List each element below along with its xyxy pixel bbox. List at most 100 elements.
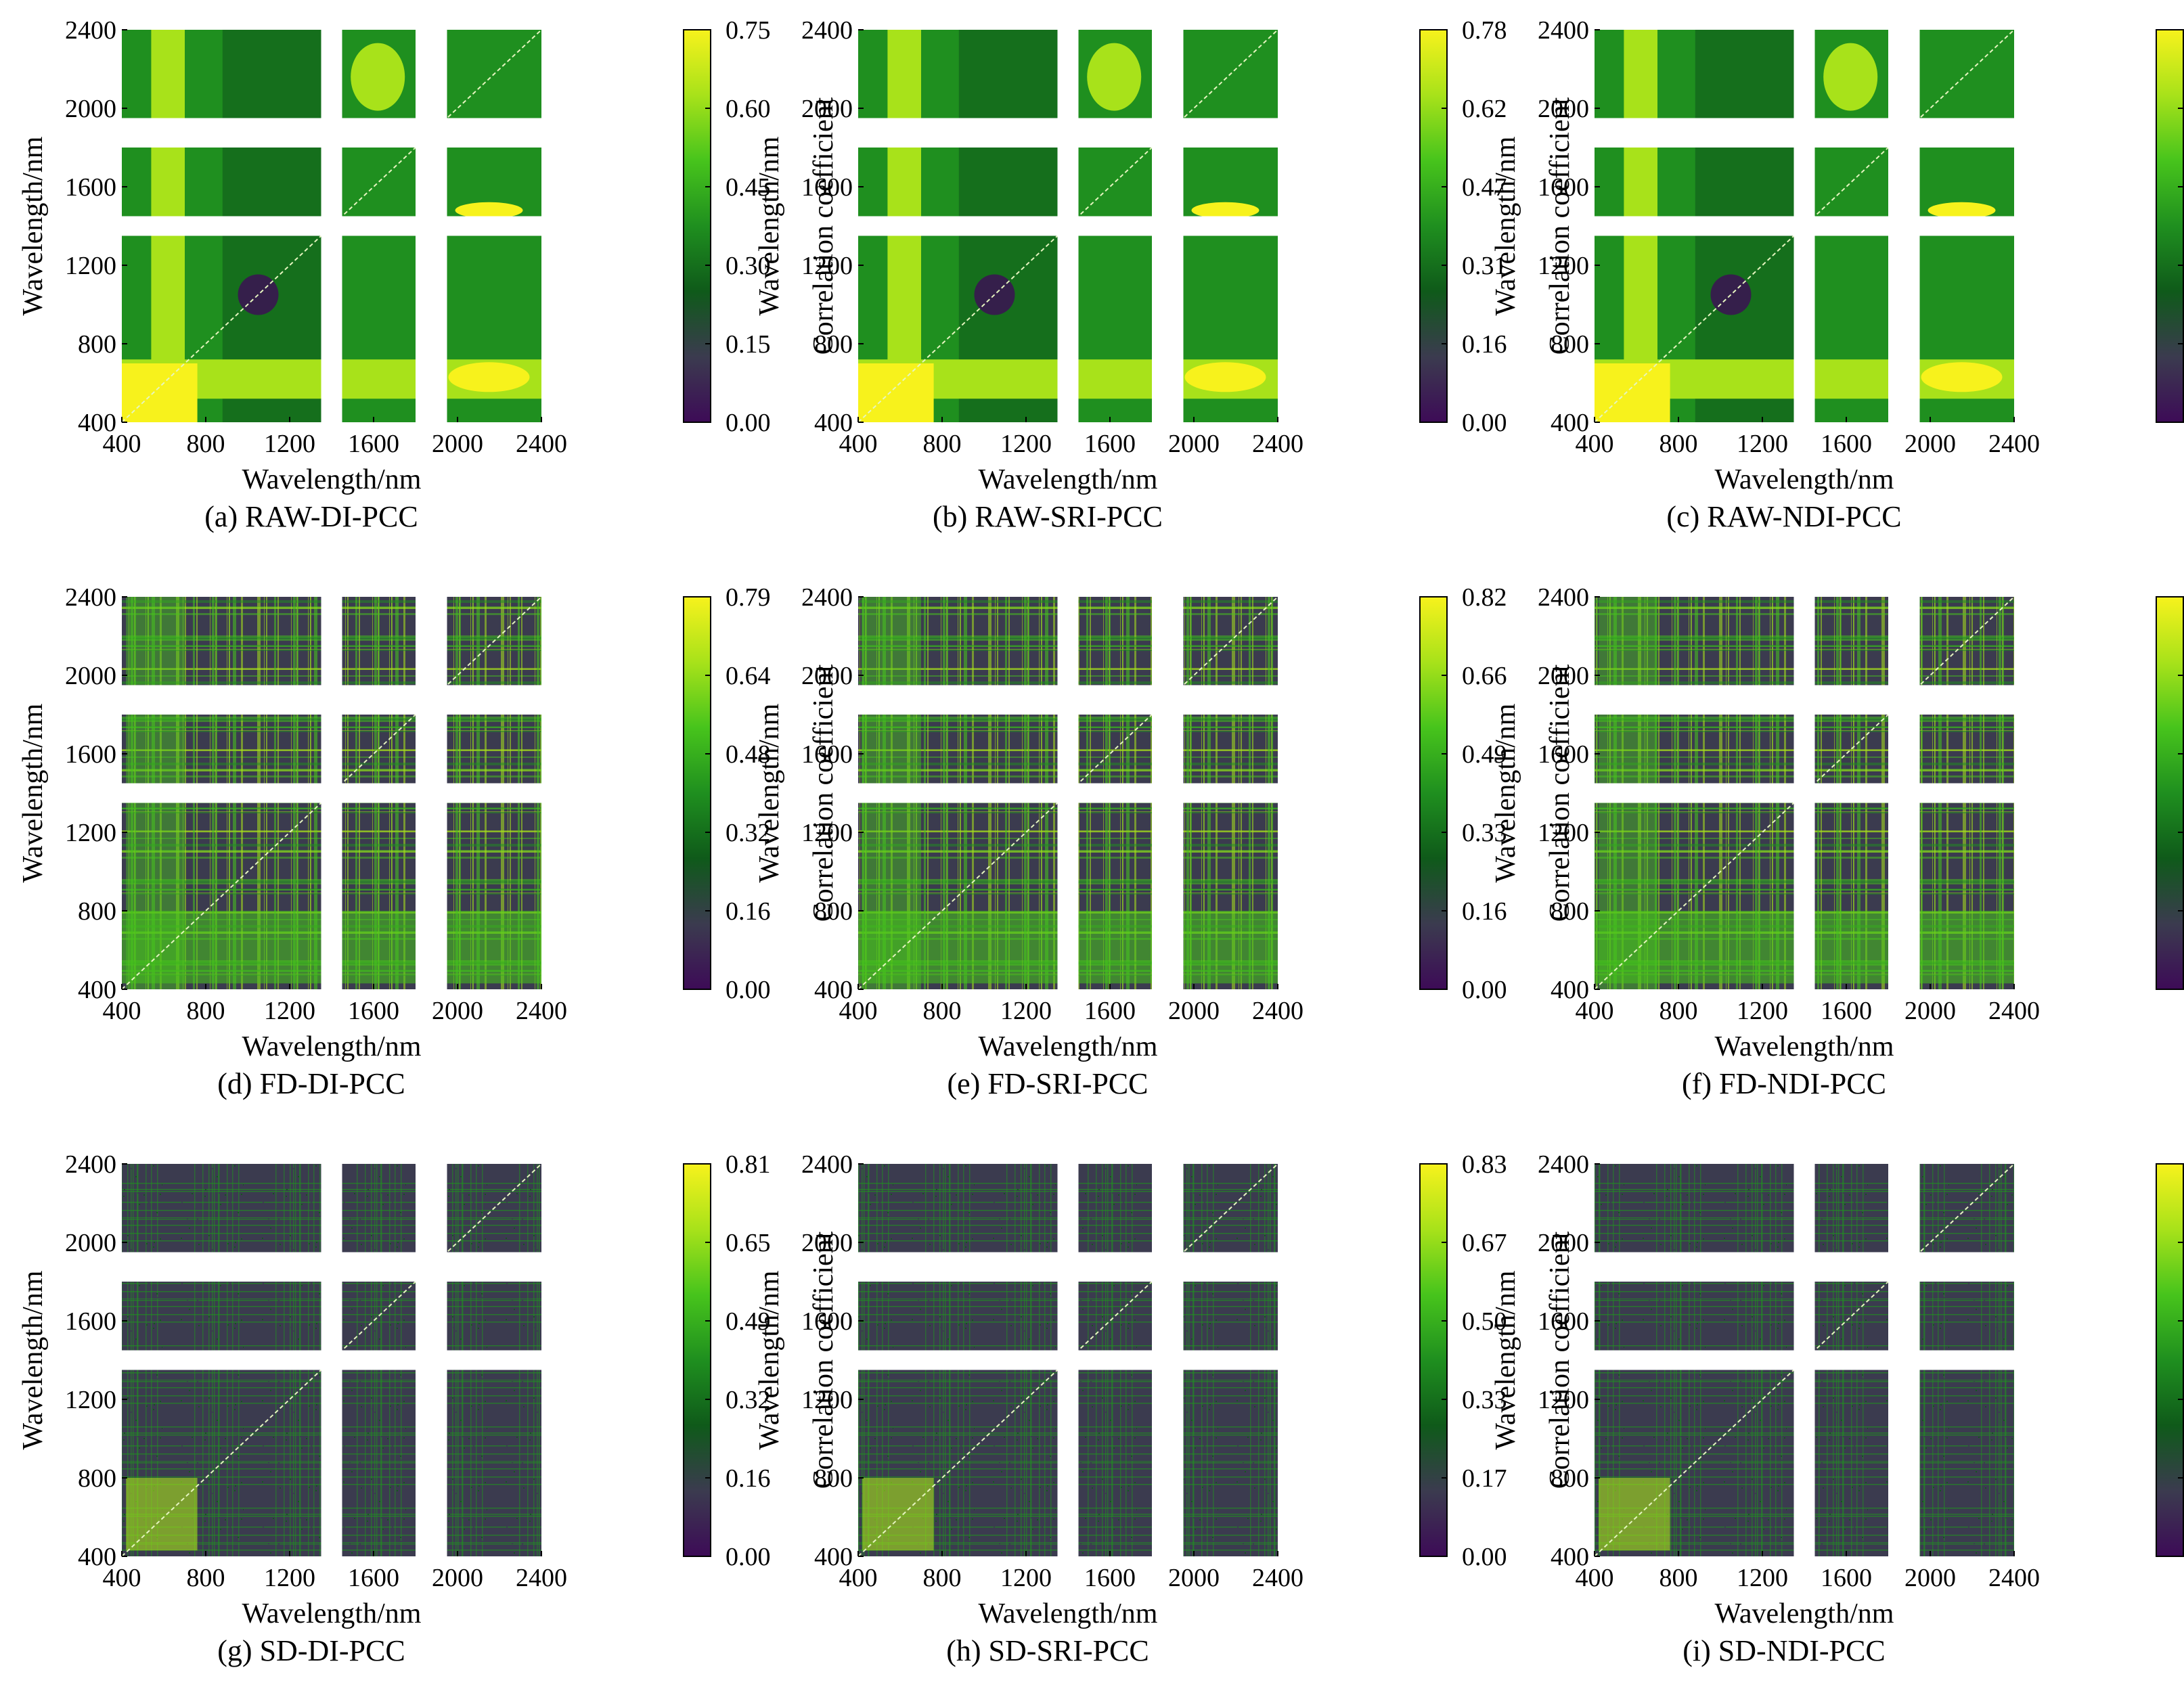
colorbar-tick-label: 0.16 [726,1464,771,1493]
y-tick-label: 400 [78,1543,116,1571]
colorbar-tick-label: 0.00 [726,976,771,1004]
y-tick-label: 1200 [1538,1386,1589,1414]
x-tick-label: 2400 [516,1564,567,1592]
x-tick-label: 400 [103,430,141,458]
y-tick-label: 800 [1551,330,1589,359]
y-axis-label: Wavelength/nm [18,703,49,882]
heatmap-body [122,1164,541,1556]
y-tick-label: 2400 [801,583,853,612]
colorbar-label: Correlation coefficient [1544,97,1576,355]
colorbar-tick-label: 0.47 [1462,173,1507,202]
colorbar-tick-label: 0.64 [726,662,771,690]
y-tick-label: 1200 [801,1386,853,1414]
x-axis-label: Wavelength/nm [1715,1031,1894,1062]
y-axis-label: Wavelength/nm [1490,1270,1521,1449]
x-tick-label: 2000 [1904,997,1956,1025]
x-tick-label: 1600 [1821,997,1872,1025]
colorbar-tick-label: 0.33 [1462,1386,1507,1414]
panel-caption: (f) FD-NDI-PCC [1682,1067,1886,1100]
heatmap-column-band [126,597,185,989]
heatmap-hotspot [862,1478,934,1551]
colorbar-tick-label: 0.65 [726,1229,771,1257]
x-tick-label: 800 [923,1564,962,1592]
colorbar [683,29,711,423]
y-axis-label: Wavelength/nm [18,136,49,315]
colorbar [2156,1163,2184,1557]
colorbar-tick-label: 0.49 [726,1307,771,1336]
y-tick-label: 1600 [65,1307,116,1336]
y-tick-label: 2000 [801,1229,853,1257]
x-tick-label: 1200 [1000,430,1052,458]
y-tick-label: 2400 [1538,16,1589,45]
x-axis-label: Wavelength/nm [242,464,422,495]
x-tick-label: 2000 [1168,430,1220,458]
x-axis-label: Wavelength/nm [242,1598,422,1629]
x-tick-label: 800 [1659,997,1698,1025]
heatmap-hotspot [1599,1478,1670,1551]
colorbar-label: Correlation coefficient [808,1231,839,1489]
y-tick-label: 2400 [801,16,853,45]
panel-g: 400 800 1200 1600 2000 2400 400 800 1200 1600 2000… [18,1150,839,1667]
y-axis-label: Wavelength/nm [754,136,785,315]
colorbar-label: Correlation coefficient [1544,664,1576,922]
x-tick-label: 2000 [1904,430,1956,458]
colorbar-tick-label: 0.60 [726,95,771,123]
colorbar-tick-label: 0.32 [726,1386,771,1414]
heatmap-body [1595,1164,2014,1556]
x-axis-label: Wavelength/nm [979,1598,1158,1629]
x-axis-label: Wavelength/nm [1715,1598,1894,1629]
panel-i: 400 800 1200 1600 2000 2400 400 800 1200 1600 2000… [1490,1150,2184,1667]
panel-d: 400 800 1200 1600 2000 2400 400 800 1200 1600 2000… [18,583,839,1100]
x-tick-label: 1200 [264,1564,315,1592]
colorbar-tick-label: 0.30 [726,252,771,280]
colorbar-tick-label: 0.16 [1462,897,1507,926]
y-tick-label: 2400 [1538,583,1589,612]
colorbar-tick-label: 0.82 [1462,583,1507,612]
x-tick-label: 400 [839,430,878,458]
x-tick-label: 1600 [1084,430,1136,458]
x-tick-label: 2000 [432,430,483,458]
x-tick-label: 1600 [1821,1564,1872,1592]
x-tick-label: 1600 [1084,997,1136,1025]
x-tick-label: 800 [187,997,225,1025]
y-axis-label: Wavelength/nm [754,703,785,882]
x-tick-label: 2000 [1904,1564,1956,1592]
panel-caption: (i) SD-NDI-PCC [1682,1634,1885,1667]
y-tick-label: 400 [78,976,116,1004]
y-tick-label: 1200 [1538,252,1589,280]
heatmap-hotspot [122,363,198,422]
colorbar [1419,1163,1448,1557]
x-tick-label: 1200 [1000,1564,1052,1592]
colorbar [1419,29,1448,423]
heatmap-body [122,597,541,989]
x-tick-label: 1600 [348,1564,399,1592]
y-tick-label: 2000 [1538,1229,1589,1257]
x-tick-label: 2400 [1988,430,2040,458]
heatmap-body [858,30,1278,422]
y-tick-label: 800 [78,897,116,926]
heatmap-column-band [1599,597,1657,989]
x-tick-label: 800 [187,1564,225,1592]
colorbar-label: Correlation coefficient [808,664,839,922]
y-tick-label: 800 [78,330,116,359]
colorbar-tick-label: 0.32 [726,819,771,847]
x-tick-label: 1200 [264,997,315,1025]
y-tick-label: 400 [1551,409,1589,437]
heatmap-column-band [862,597,921,989]
panel-h: 400 800 1200 1600 2000 2400 400 800 1200 1600 2000… [754,1150,1576,1667]
x-tick-label: 2400 [516,430,567,458]
x-tick-label: 2400 [516,997,567,1025]
y-tick-label: 800 [1551,897,1589,926]
y-tick-label: 400 [1551,1543,1589,1571]
x-tick-label: 2400 [1252,997,1303,1025]
y-tick-label: 1200 [801,252,853,280]
colorbar-tick-label: 0.79 [726,583,771,612]
x-tick-label: 2000 [1168,997,1220,1025]
y-tick-label: 2400 [801,1150,853,1179]
colorbar-tick-label: 0.49 [1462,740,1507,769]
y-tick-label: 1600 [65,173,116,202]
y-axis-label: Wavelength/nm [754,1270,785,1449]
colorbar-tick-label: 0.33 [1462,819,1507,847]
colorbar-tick-label: 0.31 [1462,252,1507,280]
